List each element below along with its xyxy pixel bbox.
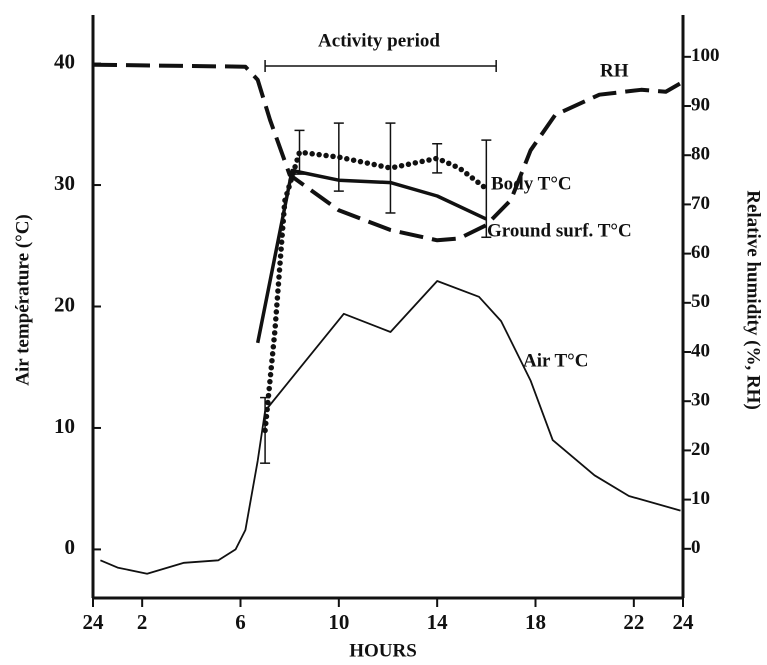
series-label: Ground surf. T°C bbox=[487, 220, 632, 241]
error-bar bbox=[432, 142, 443, 174]
y2-tick-label: 10 bbox=[691, 488, 710, 509]
y2-tick-label: 90 bbox=[691, 94, 710, 115]
y2-tick-label: 80 bbox=[691, 144, 710, 165]
y2-tick-label: 20 bbox=[691, 439, 710, 460]
x-axis-label: HOURS bbox=[349, 640, 417, 661]
x-tick-label: 6 bbox=[235, 610, 246, 634]
x-tick-label: 24 bbox=[673, 610, 695, 634]
error-bar bbox=[260, 396, 271, 464]
y-tick-label: 0 bbox=[65, 535, 76, 559]
x-tick-label: 2 bbox=[137, 610, 148, 634]
y-axis-label: Air température (°C) bbox=[12, 214, 33, 386]
y2-tick-label: 60 bbox=[691, 242, 710, 263]
series-line bbox=[100, 280, 681, 575]
series-line bbox=[92, 62, 684, 243]
y2-tick-label: 100 bbox=[691, 45, 720, 66]
series-line bbox=[255, 168, 488, 344]
series-label: RH bbox=[600, 60, 629, 81]
y2-tick-label: 50 bbox=[691, 291, 710, 312]
y-tick-label: 20 bbox=[54, 292, 75, 316]
y2-axis-label: Relative humidity (%, RH) bbox=[743, 190, 764, 410]
error-bar bbox=[385, 122, 396, 214]
y2-tick-label: 0 bbox=[691, 537, 701, 558]
series-line bbox=[262, 149, 490, 434]
series-label: Air T°C bbox=[523, 350, 589, 371]
x-tick-label: 24 bbox=[83, 610, 105, 634]
y-tick-label: 30 bbox=[54, 171, 75, 195]
y2-tick-label: 40 bbox=[691, 340, 710, 361]
error-bar bbox=[481, 139, 492, 239]
y2-tick-label: 70 bbox=[691, 193, 710, 214]
x-tick-label: 14 bbox=[427, 610, 449, 634]
y-tick-label: 10 bbox=[54, 414, 75, 438]
series-label: Body T°C bbox=[491, 173, 572, 194]
x-tick-label: 10 bbox=[328, 610, 349, 634]
x-tick-label: 22 bbox=[623, 610, 644, 634]
x-tick-label: 18 bbox=[525, 610, 546, 634]
y2-tick-label: 30 bbox=[691, 390, 710, 411]
activity-period-label: Activity period bbox=[318, 30, 440, 51]
y-tick-label: 40 bbox=[54, 49, 75, 73]
